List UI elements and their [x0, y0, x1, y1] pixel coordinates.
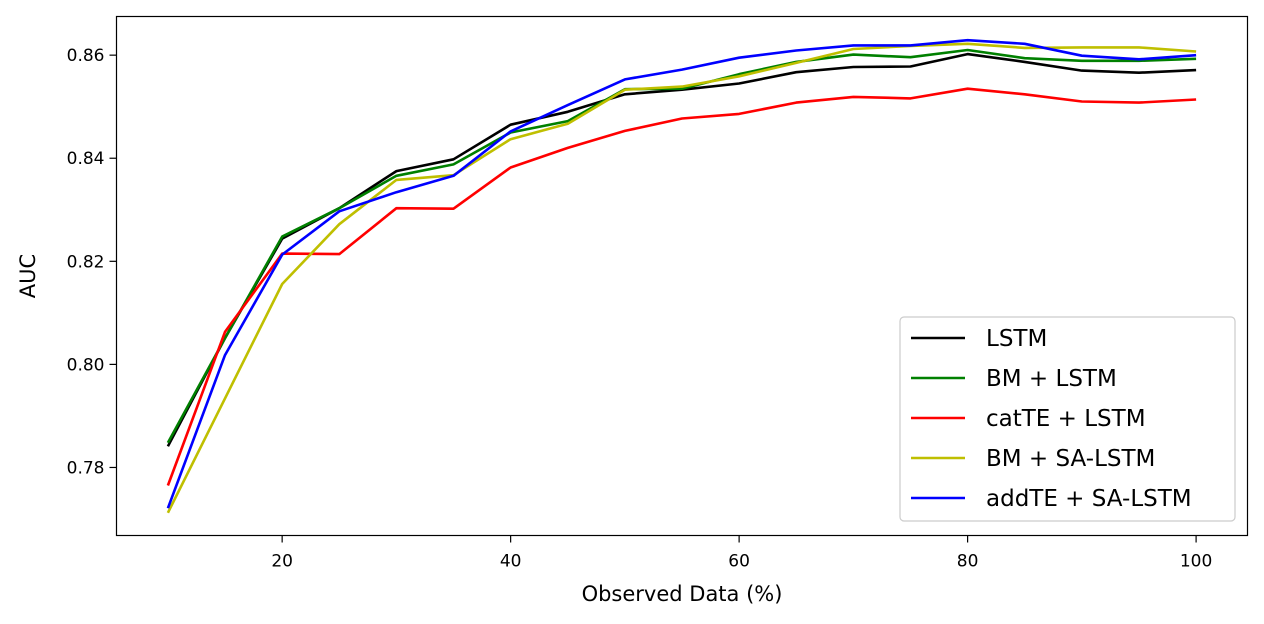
series-layer [166, 38, 1197, 514]
y-tick-label: 0.86 [67, 46, 105, 66]
series-line-2 [166, 87, 1197, 486]
x-tick-label: 100 [1180, 552, 1212, 572]
x-axis-title: Observed Data (%) [582, 582, 783, 606]
series-line-4 [166, 38, 1197, 509]
plot-frame [115, 15, 1249, 537]
x-tick-label: 20 [271, 552, 293, 572]
y-tick-label: 0.78 [67, 458, 105, 478]
legend-label: BM + LSTM [986, 366, 1117, 392]
series-line-1 [166, 48, 1197, 444]
plot-area [115, 15, 1249, 537]
legend-label: LSTM [986, 326, 1047, 352]
y-tick-label: 0.84 [67, 149, 105, 169]
y-tick-label: 0.80 [67, 355, 105, 375]
legend-label: BM + SA-LSTM [986, 446, 1155, 472]
x-tick-label: 40 [500, 552, 522, 572]
x-tick-label: 60 [728, 552, 750, 572]
x-tick-label: 80 [957, 552, 979, 572]
legend-label: catTE + LSTM [986, 406, 1146, 432]
series-line-3 [166, 42, 1197, 514]
legend: LSTM BM + LSTM catTE + LSTM BM + SA-LSTM add… [899, 316, 1236, 522]
y-tick-label: 0.82 [67, 252, 105, 272]
y-axis: 0.78 0.80 0.82 0.84 0.86 [67, 46, 117, 478]
y-axis-title: AUC [16, 254, 40, 298]
x-axis: 20 40 60 80 100 [271, 535, 1212, 572]
legend-label: addTE + SA-LSTM [986, 486, 1192, 512]
legend-box [899, 316, 1236, 522]
